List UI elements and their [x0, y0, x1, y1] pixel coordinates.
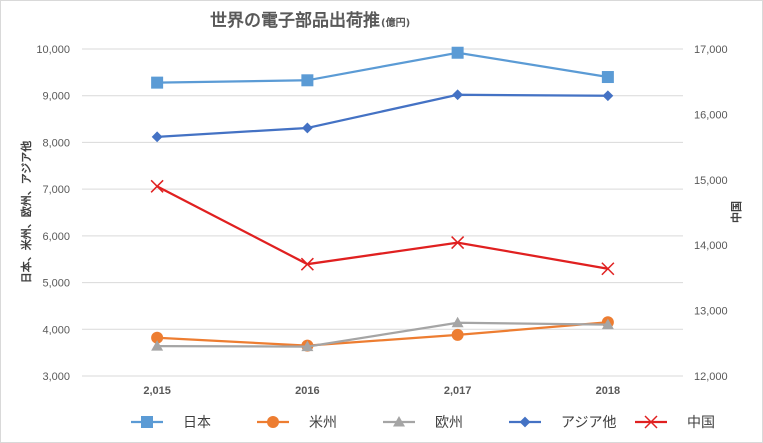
data-point	[301, 122, 313, 134]
x-stroke	[451, 236, 465, 250]
data-point	[602, 90, 614, 102]
series-layer	[150, 46, 615, 352]
gridlines	[82, 48, 683, 377]
legend-item: 欧州	[383, 415, 463, 431]
right-tick-label: 13,000	[694, 306, 728, 318]
data-point	[301, 74, 314, 87]
left-tick-label: 3,000	[42, 371, 70, 383]
series-0	[151, 46, 614, 89]
x-tick-label: 2,015	[143, 385, 171, 397]
data-point	[452, 89, 464, 101]
legend-marker	[267, 416, 279, 428]
legend-label: アジア他	[561, 415, 616, 431]
data-point	[301, 340, 314, 352]
legend-marker	[393, 416, 405, 427]
chart-title-unit: (億円)	[381, 16, 410, 29]
data-point	[151, 76, 164, 89]
x-stroke	[300, 257, 314, 271]
legend-label: 日本	[183, 415, 211, 431]
right-axis-ticks: 12,000 13,000 14,000 15,000 16,000 17,000	[694, 44, 728, 383]
legend-item: 米州	[257, 415, 337, 431]
left-axis-ticks: 3,000 4,000 5,000 6,000 7,000 8,000 9,000 10,00…	[36, 44, 70, 383]
right-tick-label: 16,000	[694, 109, 728, 121]
legend-marker	[141, 416, 153, 428]
legend-item: 中国	[635, 415, 715, 431]
data-point	[451, 46, 464, 59]
left-tick-label: 4,000	[42, 324, 70, 336]
series-4	[150, 179, 615, 276]
series-line	[156, 185, 609, 270]
right-tick-label: 17,000	[694, 44, 728, 56]
x-tick-label: 2016	[295, 385, 319, 397]
legend-marker	[644, 415, 658, 429]
data-point	[601, 71, 614, 84]
left-tick-label: 7,000	[42, 184, 70, 196]
x-tick-label: 2018	[596, 385, 620, 397]
left-tick-label: 9,000	[42, 91, 70, 103]
left-tick-label: 5,000	[42, 278, 70, 290]
data-point	[451, 328, 464, 341]
chart-title: 世界の電子部品出荷推 (億円)	[210, 10, 410, 31]
legend-label: 中国	[687, 415, 715, 431]
chart-title-main: 世界の電子部品出荷推	[210, 10, 380, 31]
left-tick-label: 10,000	[36, 44, 70, 56]
x-tick-label: 2,017	[444, 385, 472, 397]
x-stroke	[150, 179, 164, 193]
series-line	[157, 93, 608, 138]
right-tick-label: 15,000	[694, 175, 728, 187]
x-stroke	[644, 415, 658, 429]
data-point	[150, 179, 164, 193]
left-tick-label: 8,000	[42, 137, 70, 149]
x-stroke	[601, 262, 615, 276]
legend-item: 日本	[131, 415, 211, 431]
legend-item: アジア他	[509, 415, 616, 431]
legend: 日本 米州 欧州 アジア他 中国	[131, 415, 715, 431]
right-tick-label: 12,000	[694, 371, 728, 383]
series-line	[157, 51, 609, 84]
left-axis-title: 日本、米州、欧州、アジア他	[19, 141, 33, 284]
right-axis-title: 中国	[729, 201, 743, 223]
series-3	[151, 89, 614, 143]
legend-label: 米州	[309, 415, 337, 431]
data-point	[151, 131, 163, 143]
data-point	[451, 316, 464, 328]
series-line	[157, 321, 608, 348]
legend-label: 欧州	[435, 415, 463, 431]
data-point	[151, 331, 164, 344]
data-point	[601, 318, 614, 330]
data-point	[300, 257, 314, 271]
legend-marker	[519, 416, 531, 428]
series-line	[157, 321, 608, 347]
right-tick-label: 14,000	[694, 240, 728, 252]
data-point	[151, 340, 164, 351]
data-point	[451, 236, 465, 250]
x-axis-ticks: 2,015 2016 2,017 2018	[143, 385, 620, 397]
left-tick-label: 6,000	[42, 231, 70, 243]
series-2	[151, 316, 614, 352]
data-point	[601, 262, 615, 276]
